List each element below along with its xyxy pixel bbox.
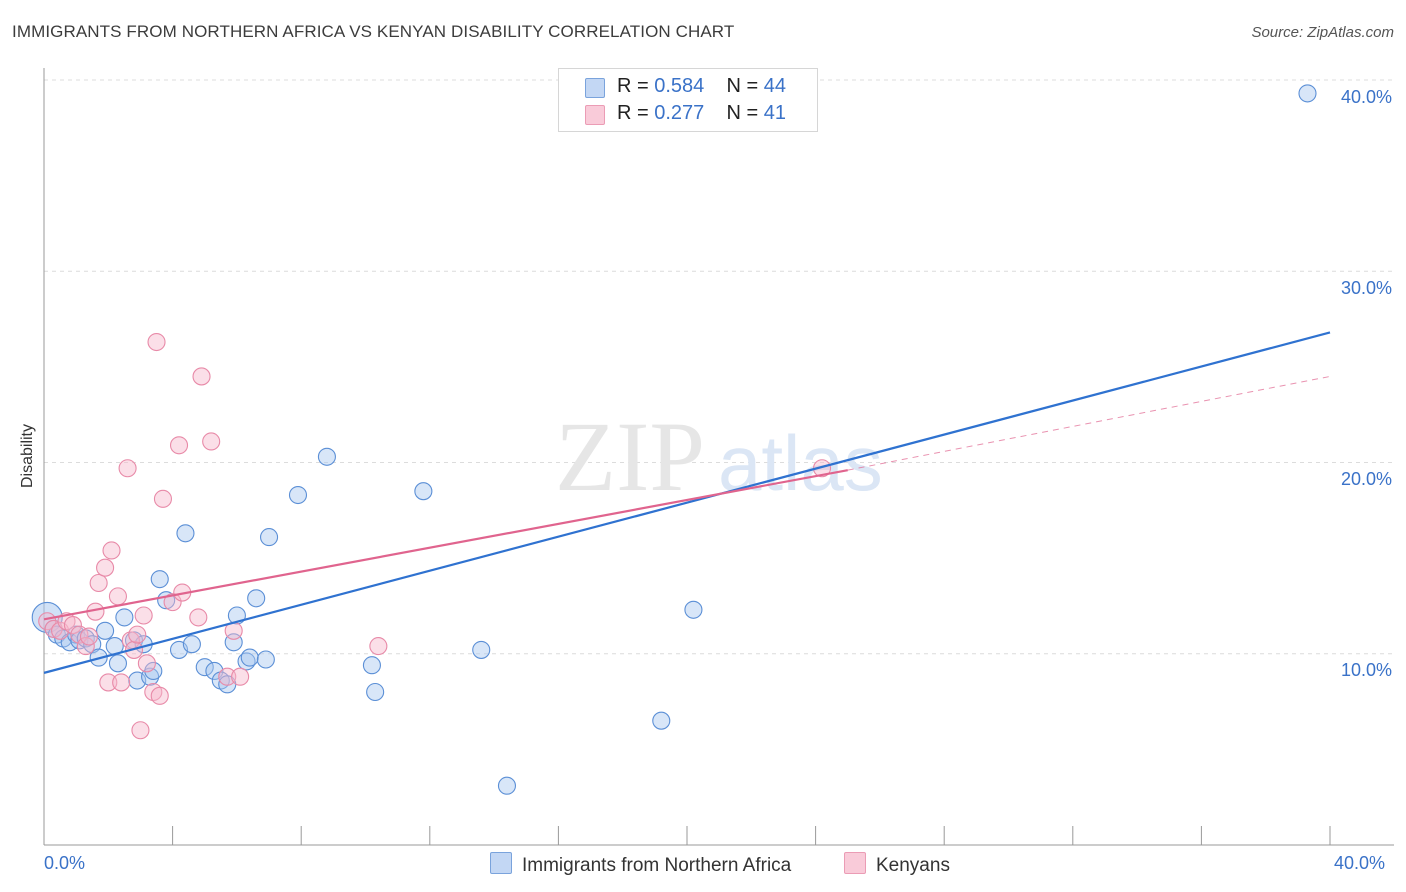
blue-point	[362, 656, 381, 675]
blue-point	[652, 711, 671, 730]
blue-trend-line	[43, 331, 1331, 674]
blue-point	[150, 570, 169, 589]
legend-r-value: 0.277	[654, 102, 705, 124]
pink-point	[76, 637, 95, 656]
pink-point	[128, 625, 147, 644]
blue-point	[317, 447, 336, 466]
y-tick-label-40: 40.0%	[1340, 87, 1392, 107]
blue-legend-swatch	[490, 852, 512, 874]
trend-lines	[43, 331, 1331, 674]
pink-point	[169, 436, 189, 455]
legend-n-label: N =	[726, 102, 759, 124]
legend-r-label: R =	[617, 102, 649, 124]
pink-point	[102, 541, 121, 560]
y-tick-label-10: 10.0%	[1340, 660, 1392, 680]
pink-point	[131, 721, 150, 740]
bottom-legend-pink: Kenyans	[844, 852, 950, 876]
bottom-legend-label: Kenyans	[876, 855, 950, 876]
blue-point	[684, 600, 703, 619]
blue-point	[497, 776, 517, 795]
bottom-legend-blue: Immigrants from Northern Africa	[490, 852, 791, 876]
pink-swatch	[585, 105, 605, 125]
blue-point	[144, 661, 163, 681]
watermark: ZIP atlas	[555, 401, 883, 512]
y-tick-label-30: 30.0%	[1340, 278, 1392, 298]
axes	[43, 68, 1394, 846]
pink-point	[96, 558, 115, 577]
correlation-legend: R = 0.584 N = 44 R = 0.277 N = 41	[558, 68, 818, 132]
pink-point	[192, 367, 211, 386]
blue-point	[259, 528, 279, 547]
blue-point	[96, 621, 115, 640]
pink-point	[218, 667, 237, 686]
watermark-atlas: atlas	[718, 419, 883, 507]
blue-point	[141, 667, 160, 686]
pink-point	[369, 637, 388, 656]
blue-point	[1298, 84, 1317, 103]
legend-r-label: R =	[617, 75, 649, 97]
pink-trend-line	[43, 469, 848, 621]
blue-swatch	[585, 78, 605, 98]
chart-title: IMMIGRANTS FROM NORTHERN AFRICA VS KENYA…	[12, 22, 735, 41]
pink-point	[231, 667, 250, 686]
gridlines	[44, 79, 1394, 655]
pink-trend-line	[847, 375, 1331, 471]
pink-point	[112, 673, 131, 692]
pink-point	[89, 573, 108, 593]
pink-point	[153, 489, 173, 508]
legend-r-value: 0.584	[654, 75, 705, 97]
legend-n-value: 41	[763, 102, 787, 124]
x-tick-label-min: 0.0%	[44, 853, 86, 873]
y-tick-label-20: 20.0%	[1340, 469, 1392, 489]
pink-point	[202, 432, 221, 451]
blue-point	[247, 589, 266, 608]
source-label: Source: ZipAtlas.com	[1251, 24, 1394, 41]
blue-point	[256, 650, 275, 669]
blue-point	[240, 648, 259, 667]
pink-point	[108, 587, 127, 606]
pink-point	[137, 654, 156, 673]
blue-point	[472, 640, 491, 659]
data-points	[31, 84, 1317, 795]
legend-n-label: N =	[726, 75, 759, 97]
pink-legend-swatch	[844, 852, 866, 874]
pink-point	[150, 686, 169, 705]
blue-point	[366, 682, 385, 702]
blue-point	[115, 608, 134, 627]
x-tick-label-max: 40.0%	[1334, 853, 1386, 873]
blue-point	[414, 482, 433, 501]
pink-point	[118, 459, 137, 478]
blue-point	[195, 658, 214, 677]
blue-point	[182, 635, 201, 654]
pink-point	[99, 673, 118, 692]
pink-point	[134, 606, 153, 625]
watermark-zip: ZIP	[555, 401, 705, 512]
bottom-legend-label: Immigrants from Northern Africa	[522, 855, 792, 876]
blue-point	[176, 524, 195, 543]
pink-point	[163, 593, 182, 612]
blue-point	[288, 485, 308, 505]
blue-point	[108, 654, 127, 673]
pink-point	[189, 608, 208, 627]
pink-point	[147, 332, 166, 352]
pink-point	[63, 616, 82, 635]
pink-point	[79, 627, 99, 646]
legend-n-value: 44	[763, 75, 787, 97]
